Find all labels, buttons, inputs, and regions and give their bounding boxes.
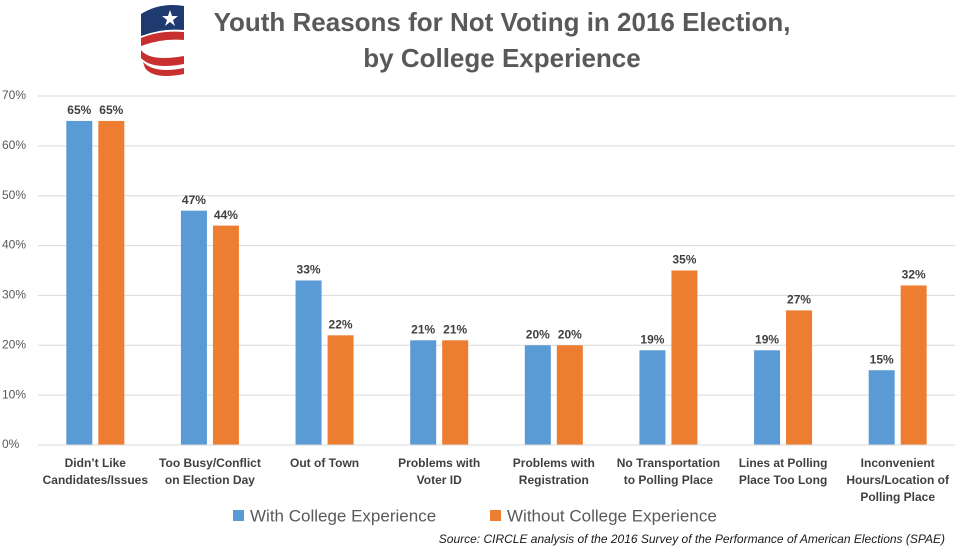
y-tick-label: 30%	[2, 288, 26, 302]
value-label: 22%	[329, 317, 353, 331]
y-tick-label: 20%	[2, 337, 26, 351]
x-tick-label: Inconvenient Hours/Location of Polling P…	[846, 456, 950, 504]
value-label: 65%	[67, 103, 91, 117]
y-tick-label: 40%	[2, 238, 26, 252]
bar	[671, 270, 698, 445]
y-tick-label: 50%	[2, 188, 26, 202]
legend-label: Without College Experience	[507, 506, 717, 525]
bar	[868, 370, 895, 445]
value-label: 21%	[443, 322, 467, 336]
bar	[212, 225, 239, 445]
x-tick-label: No Transportation to Polling Place	[616, 456, 721, 487]
chart-title: by College Experience	[363, 43, 640, 73]
bar	[639, 350, 666, 445]
value-label: 27%	[787, 293, 811, 307]
legend-swatch	[233, 510, 244, 521]
bar	[180, 210, 207, 445]
value-label: 35%	[672, 253, 696, 267]
x-tick-label: Out of Town	[290, 456, 360, 470]
value-label: 19%	[640, 332, 664, 346]
x-tick-label: Too Busy/Conflict on Election Day	[159, 456, 261, 487]
bar	[524, 345, 551, 445]
y-tick-label: 10%	[2, 387, 26, 401]
value-label: 19%	[755, 332, 779, 346]
chart-title: Youth Reasons for Not Voting in 2016 Ele…	[214, 7, 791, 37]
x-tick-label: Lines at Polling Place Too Long	[738, 456, 828, 487]
bar	[66, 120, 93, 445]
value-label: 65%	[99, 103, 123, 117]
value-label: 21%	[411, 322, 435, 336]
x-tick-label: Problems with Voter ID	[398, 456, 481, 487]
y-tick-label: 70%	[2, 88, 26, 102]
bar	[442, 340, 469, 445]
bar	[754, 350, 781, 445]
value-label: 20%	[526, 327, 550, 341]
legend-swatch	[490, 510, 501, 521]
x-tick-label: Problems with Registration	[512, 456, 595, 487]
value-label: 32%	[902, 268, 926, 282]
y-tick-label: 0%	[2, 437, 20, 451]
legend-label: With College Experience	[250, 506, 436, 525]
bar	[327, 335, 354, 445]
y-tick-label: 60%	[2, 138, 26, 152]
bar	[295, 280, 322, 445]
source-note: Source: CIRCLE analysis of the 2016 Surv…	[439, 532, 945, 546]
bar	[786, 310, 813, 445]
logo	[141, 5, 184, 76]
bar	[98, 120, 125, 445]
value-label: 15%	[870, 352, 894, 366]
x-tick-label: Didn’t Like Candidates/Issues	[42, 456, 148, 487]
value-label: 33%	[297, 263, 321, 277]
value-label: 44%	[214, 208, 238, 222]
bar	[556, 345, 583, 445]
value-label: 20%	[558, 327, 582, 341]
value-label: 47%	[182, 193, 206, 207]
bar	[900, 285, 927, 445]
bar	[410, 340, 437, 445]
